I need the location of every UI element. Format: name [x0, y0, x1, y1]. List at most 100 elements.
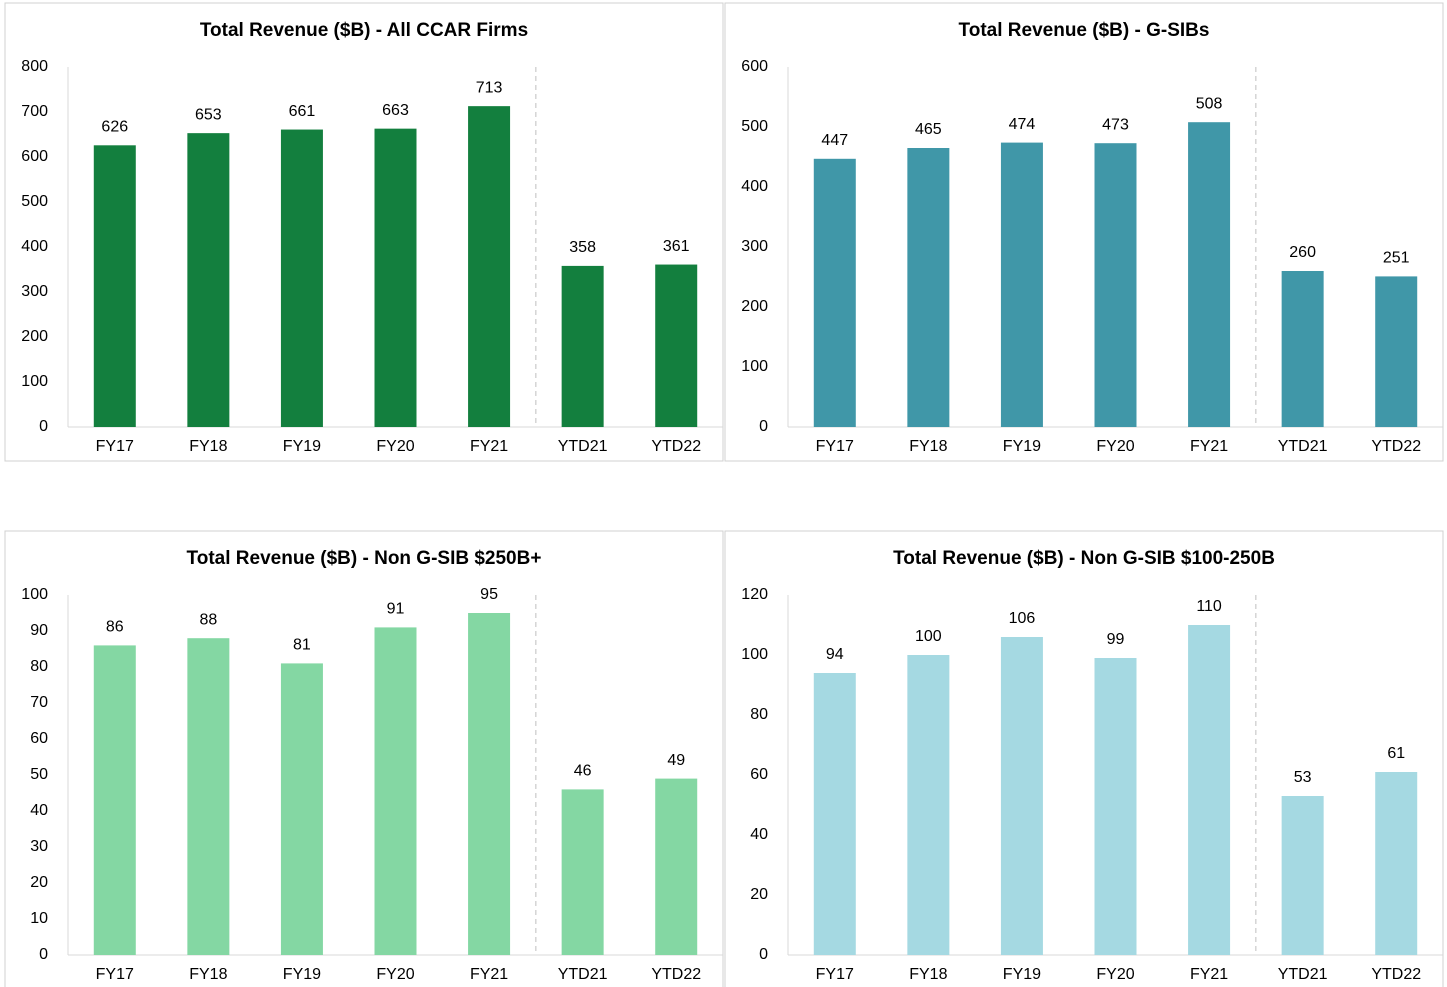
- bar: [1188, 625, 1231, 955]
- value-label: 86: [106, 619, 124, 636]
- bar: [1000, 142, 1043, 427]
- value-label: 106: [1009, 610, 1036, 627]
- x-tick-label: FY18: [189, 966, 227, 983]
- bar: [655, 778, 698, 955]
- value-label: 110: [1196, 598, 1222, 615]
- bar: [93, 145, 136, 428]
- y-tick-label: 0: [39, 418, 48, 435]
- bar: [1281, 796, 1324, 955]
- y-tick-label: 50: [30, 766, 48, 783]
- y-tick-label: 80: [750, 706, 768, 723]
- y-tick-label: 100: [741, 646, 768, 663]
- y-tick-label: 0: [759, 946, 768, 963]
- y-tick-label: 600: [741, 58, 768, 75]
- x-tick-label: FY20: [376, 966, 414, 983]
- value-label: 91: [387, 601, 405, 618]
- y-tick-label: 200: [741, 298, 768, 315]
- x-tick-label: FY19: [1003, 438, 1041, 455]
- value-label: 713: [476, 79, 503, 96]
- chart-title: Total Revenue ($B) - G-SIBs: [959, 20, 1210, 41]
- y-tick-label: 200: [21, 328, 48, 345]
- value-label: 508: [1196, 95, 1223, 112]
- value-label: 260: [1289, 244, 1316, 261]
- chart-title: Total Revenue ($B) - Non G-SIB $250B+: [187, 548, 542, 569]
- value-label: 61: [1387, 745, 1405, 762]
- y-tick-label: 600: [21, 148, 48, 165]
- bar: [813, 673, 856, 955]
- y-tick-label: 70: [30, 694, 48, 711]
- value-label: 94: [826, 646, 844, 663]
- x-tick-label: FY21: [470, 966, 508, 983]
- value-label: 100: [915, 628, 942, 645]
- value-label: 53: [1294, 769, 1312, 786]
- x-tick-label: YTD22: [1371, 966, 1421, 983]
- y-tick-label: 0: [39, 946, 48, 963]
- value-label: 361: [663, 238, 690, 255]
- value-label: 474: [1009, 116, 1036, 133]
- x-tick-label: YTD21: [1278, 438, 1328, 455]
- value-label: 49: [667, 752, 685, 769]
- y-tick-label: 500: [741, 118, 768, 135]
- y-tick-label: 300: [741, 238, 768, 255]
- bar: [907, 148, 950, 427]
- x-tick-label: YTD21: [558, 438, 608, 455]
- y-tick-label: 60: [750, 766, 768, 783]
- value-label: 251: [1383, 250, 1410, 267]
- value-label: 661: [289, 103, 316, 120]
- value-label: 447: [821, 132, 848, 149]
- bar: [655, 264, 698, 427]
- bar: [1000, 637, 1043, 955]
- value-label: 99: [1107, 631, 1125, 648]
- bar: [1094, 143, 1137, 427]
- chart-title: Total Revenue ($B) - Non G-SIB $100-250B: [893, 548, 1275, 569]
- x-tick-label: FY20: [1096, 438, 1134, 455]
- bar: [374, 128, 417, 427]
- x-tick-label: FY19: [1003, 966, 1041, 983]
- y-tick-label: 500: [21, 193, 48, 210]
- bar: [374, 627, 417, 955]
- y-tick-label: 800: [21, 58, 48, 75]
- x-tick-label: FY18: [909, 438, 947, 455]
- value-label: 81: [293, 637, 311, 654]
- value-label: 88: [199, 611, 217, 628]
- bar: [1281, 271, 1324, 427]
- y-tick-label: 400: [21, 238, 48, 255]
- y-tick-label: 0: [759, 418, 768, 435]
- bar: [813, 158, 856, 428]
- x-tick-label: FY21: [470, 438, 508, 455]
- bar: [187, 133, 230, 427]
- value-label: 653: [195, 106, 222, 123]
- value-label: 663: [382, 102, 409, 119]
- x-tick-label: FY17: [96, 438, 134, 455]
- y-tick-label: 80: [30, 658, 48, 675]
- value-label: 358: [569, 239, 596, 256]
- bar: [1188, 122, 1231, 427]
- x-tick-label: YTD21: [558, 966, 608, 983]
- value-label: 473: [1102, 116, 1129, 133]
- x-tick-label: FY19: [283, 438, 321, 455]
- y-tick-label: 100: [741, 358, 768, 375]
- bar: [1094, 658, 1137, 955]
- x-tick-label: FY21: [1190, 966, 1228, 983]
- x-tick-label: FY18: [189, 438, 227, 455]
- bar: [1375, 276, 1418, 427]
- y-tick-label: 40: [30, 802, 48, 819]
- x-tick-label: FY19: [283, 966, 321, 983]
- y-tick-label: 90: [30, 622, 48, 639]
- x-tick-label: YTD22: [651, 438, 701, 455]
- value-label: 46: [574, 763, 592, 780]
- x-tick-label: YTD21: [1278, 966, 1328, 983]
- y-tick-label: 400: [741, 178, 768, 195]
- y-tick-label: 300: [21, 283, 48, 300]
- bar: [280, 129, 323, 428]
- y-tick-label: 60: [30, 730, 48, 747]
- x-tick-label: FY18: [909, 966, 947, 983]
- bar: [468, 613, 511, 955]
- x-tick-label: FY17: [816, 966, 854, 983]
- x-tick-label: YTD22: [651, 966, 701, 983]
- x-tick-label: YTD22: [1371, 438, 1421, 455]
- chart-title: Total Revenue ($B) - All CCAR Firms: [200, 20, 528, 41]
- x-tick-label: FY21: [1190, 438, 1228, 455]
- bar: [561, 265, 604, 427]
